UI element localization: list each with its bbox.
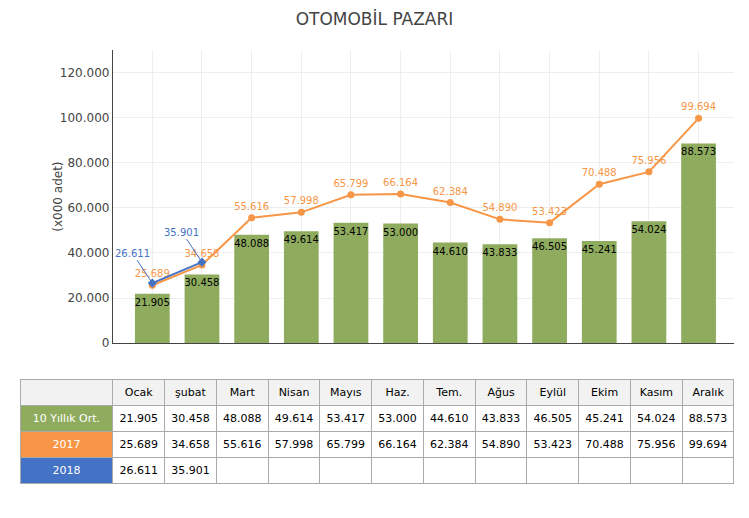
svg-text:43.833: 43.833 [482, 412, 521, 425]
svg-text:57.998: 57.998 [284, 195, 319, 206]
svg-text:Aralık: Aralık [692, 386, 724, 399]
svg-text:35.901: 35.901 [164, 227, 199, 238]
svg-text:99.694: 99.694 [681, 101, 716, 112]
svg-text:Mart: Mart [230, 386, 256, 399]
svg-text:0: 0 [102, 336, 110, 350]
svg-text:Haz.: Haz. [385, 386, 409, 399]
svg-text:30.458: 30.458 [171, 412, 210, 425]
svg-text:20.000: 20.000 [67, 291, 109, 305]
svg-text:55.616: 55.616 [234, 201, 269, 212]
svg-text:48.088: 48.088 [223, 412, 262, 425]
svg-text:54.890: 54.890 [482, 438, 521, 451]
svg-text:53.423: 53.423 [532, 206, 567, 217]
svg-text:54.024: 54.024 [631, 224, 666, 235]
svg-text:49.614: 49.614 [284, 234, 319, 245]
svg-text:25.689: 25.689 [119, 438, 158, 451]
svg-text:100.000: 100.000 [60, 111, 110, 125]
svg-text:99.694: 99.694 [689, 438, 728, 451]
svg-text:21.905: 21.905 [119, 412, 158, 425]
svg-text:62.384: 62.384 [433, 186, 468, 197]
svg-text:40.000: 40.000 [67, 246, 109, 260]
svg-text:66.164: 66.164 [378, 438, 417, 451]
svg-text:120.000: 120.000 [60, 66, 110, 80]
svg-text:54.024: 54.024 [637, 412, 676, 425]
svg-text:53.423: 53.423 [534, 438, 573, 451]
svg-text:88.573: 88.573 [681, 146, 716, 157]
svg-text:21.905: 21.905 [135, 297, 170, 308]
svg-text:65.799: 65.799 [327, 438, 366, 451]
svg-text:75.956: 75.956 [637, 438, 676, 451]
svg-text:53.000: 53.000 [383, 227, 418, 238]
svg-text:53.417: 53.417 [327, 412, 366, 425]
svg-text:30.458: 30.458 [184, 277, 219, 288]
svg-text:55.616: 55.616 [223, 438, 262, 451]
svg-text:66.164: 66.164 [383, 177, 418, 188]
svg-text:34.658: 34.658 [184, 248, 219, 259]
svg-text:45.241: 45.241 [585, 412, 624, 425]
svg-text:26.611: 26.611 [115, 248, 150, 259]
svg-text:Nisan: Nisan [279, 386, 310, 399]
svg-text:(x000 adet): (x000 adet) [51, 161, 65, 231]
svg-text:OTOMOBİL PAZARI: OTOMOBİL PAZARI [296, 9, 454, 29]
svg-text:53.417: 53.417 [333, 226, 368, 237]
svg-text:70.488: 70.488 [582, 167, 617, 178]
svg-text:Kasım: Kasım [640, 386, 673, 399]
svg-text:46.505: 46.505 [532, 241, 567, 252]
svg-text:75.956: 75.956 [631, 155, 666, 166]
svg-text:62.384: 62.384 [430, 438, 469, 451]
svg-text:10 Yıllık Ort.: 10 Yıllık Ort. [33, 412, 100, 425]
svg-text:Ocak: Ocak [125, 386, 153, 399]
svg-text:53.000: 53.000 [378, 412, 417, 425]
svg-text:Mayıs: Mayıs [330, 386, 362, 399]
svg-text:65.799: 65.799 [333, 178, 368, 189]
svg-text:34.658: 34.658 [171, 438, 210, 451]
svg-text:2017: 2017 [52, 438, 80, 451]
svg-text:48.088: 48.088 [234, 238, 269, 249]
svg-text:49.614: 49.614 [275, 412, 314, 425]
svg-text:Ekim: Ekim [591, 386, 618, 399]
svg-text:Ağus: Ağus [487, 386, 514, 399]
svg-text:57.998: 57.998 [275, 438, 314, 451]
svg-text:44.610: 44.610 [433, 246, 468, 257]
svg-text:45.241: 45.241 [582, 244, 617, 255]
svg-text:25.689: 25.689 [135, 268, 170, 279]
svg-text:şubat: şubat [175, 386, 206, 399]
svg-text:44.610: 44.610 [430, 412, 469, 425]
svg-text:88.573: 88.573 [689, 412, 728, 425]
svg-text:46.505: 46.505 [534, 412, 573, 425]
svg-text:43.833: 43.833 [482, 247, 517, 258]
svg-text:Tem.: Tem. [435, 386, 462, 399]
svg-text:Eylül: Eylül [540, 386, 567, 399]
svg-text:35.901: 35.901 [171, 464, 210, 477]
svg-text:26.611: 26.611 [119, 464, 158, 477]
svg-text:60.000: 60.000 [67, 201, 109, 215]
svg-text:54.890: 54.890 [482, 202, 517, 213]
svg-text:70.488: 70.488 [585, 438, 624, 451]
svg-text:2018: 2018 [52, 464, 80, 477]
svg-text:80.000: 80.000 [67, 156, 109, 170]
